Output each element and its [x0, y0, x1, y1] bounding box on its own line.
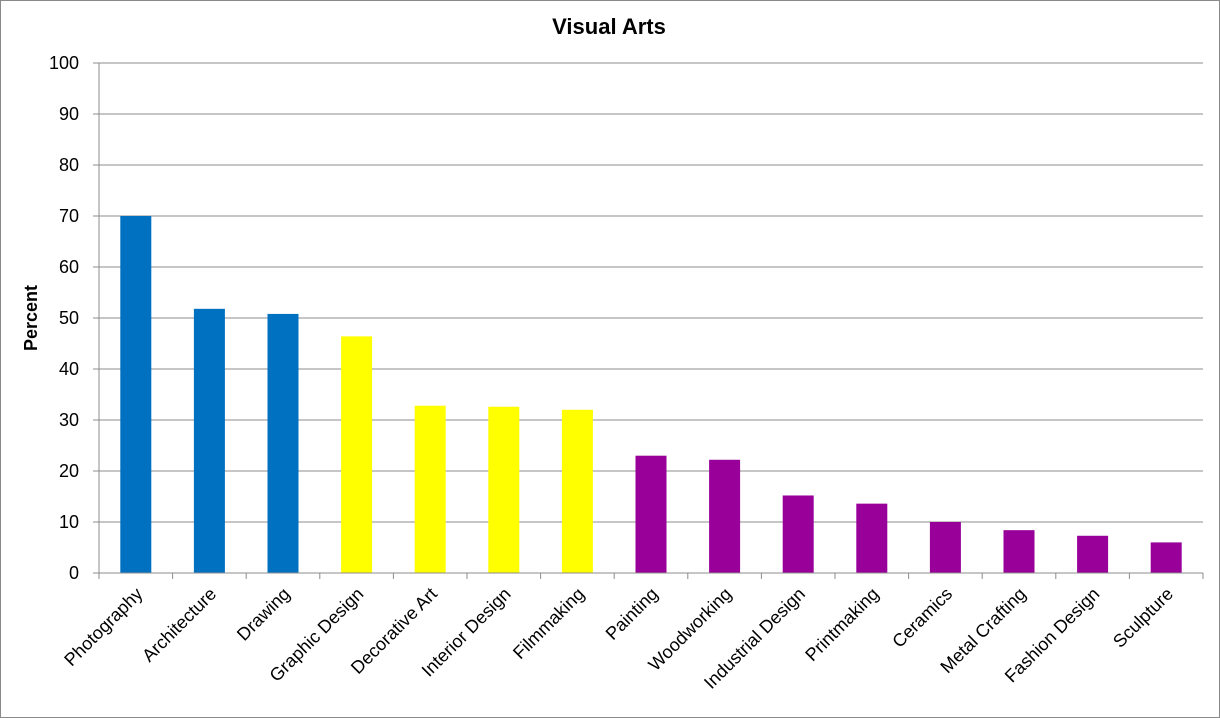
axes — [98, 63, 1204, 579]
bar-printmaking — [856, 503, 888, 573]
y-tick-label: 0 — [69, 563, 79, 583]
bar-metal-crafting — [1003, 530, 1035, 573]
x-category-label: Architecture — [138, 584, 220, 666]
y-tick-label: 100 — [49, 53, 79, 73]
bar-decorative-art — [414, 405, 446, 573]
y-tick-label: 60 — [59, 257, 79, 277]
x-category-label: Drawing — [233, 584, 294, 645]
y-axis-label: Percent — [21, 285, 41, 351]
x-category-label: Printmaking — [801, 584, 882, 665]
bar-photography — [120, 216, 152, 573]
bar-fashion-design — [1077, 535, 1109, 573]
y-tick-label: 80 — [59, 155, 79, 175]
bar-graphic-design — [341, 336, 373, 573]
bar-interior-design — [488, 406, 520, 573]
chart-title: Visual Arts — [552, 14, 666, 39]
bar-architecture — [193, 308, 225, 573]
y-tick-label: 90 — [59, 104, 79, 124]
y-tick-label: 10 — [59, 512, 79, 532]
y-tick-label: 50 — [59, 308, 79, 328]
x-category-label: Ceramics — [888, 584, 956, 652]
y-tick-label: 40 — [59, 359, 79, 379]
y-tick-label: 20 — [59, 461, 79, 481]
x-category-label: Sculpture — [1109, 584, 1177, 652]
gridlines — [99, 62, 1203, 523]
y-tick-label: 30 — [59, 410, 79, 430]
x-category-label: Painting — [602, 584, 662, 644]
x-category-label: Filmmaking — [509, 584, 588, 663]
bar-drawing — [267, 313, 299, 573]
y-tick-label: 70 — [59, 206, 79, 226]
bar-filmmaking — [561, 409, 593, 573]
bar-painting — [635, 455, 667, 573]
bar-sculpture — [1150, 542, 1182, 573]
bar-woodworking — [709, 459, 741, 573]
bar-industrial-design — [782, 495, 814, 573]
bar-ceramics — [929, 522, 961, 573]
x-category-label: Photography — [60, 584, 146, 670]
y-axis-ticks: 0 10 20 30 40 50 60 70 80 90 100 — [49, 53, 99, 583]
bars — [120, 216, 1182, 573]
